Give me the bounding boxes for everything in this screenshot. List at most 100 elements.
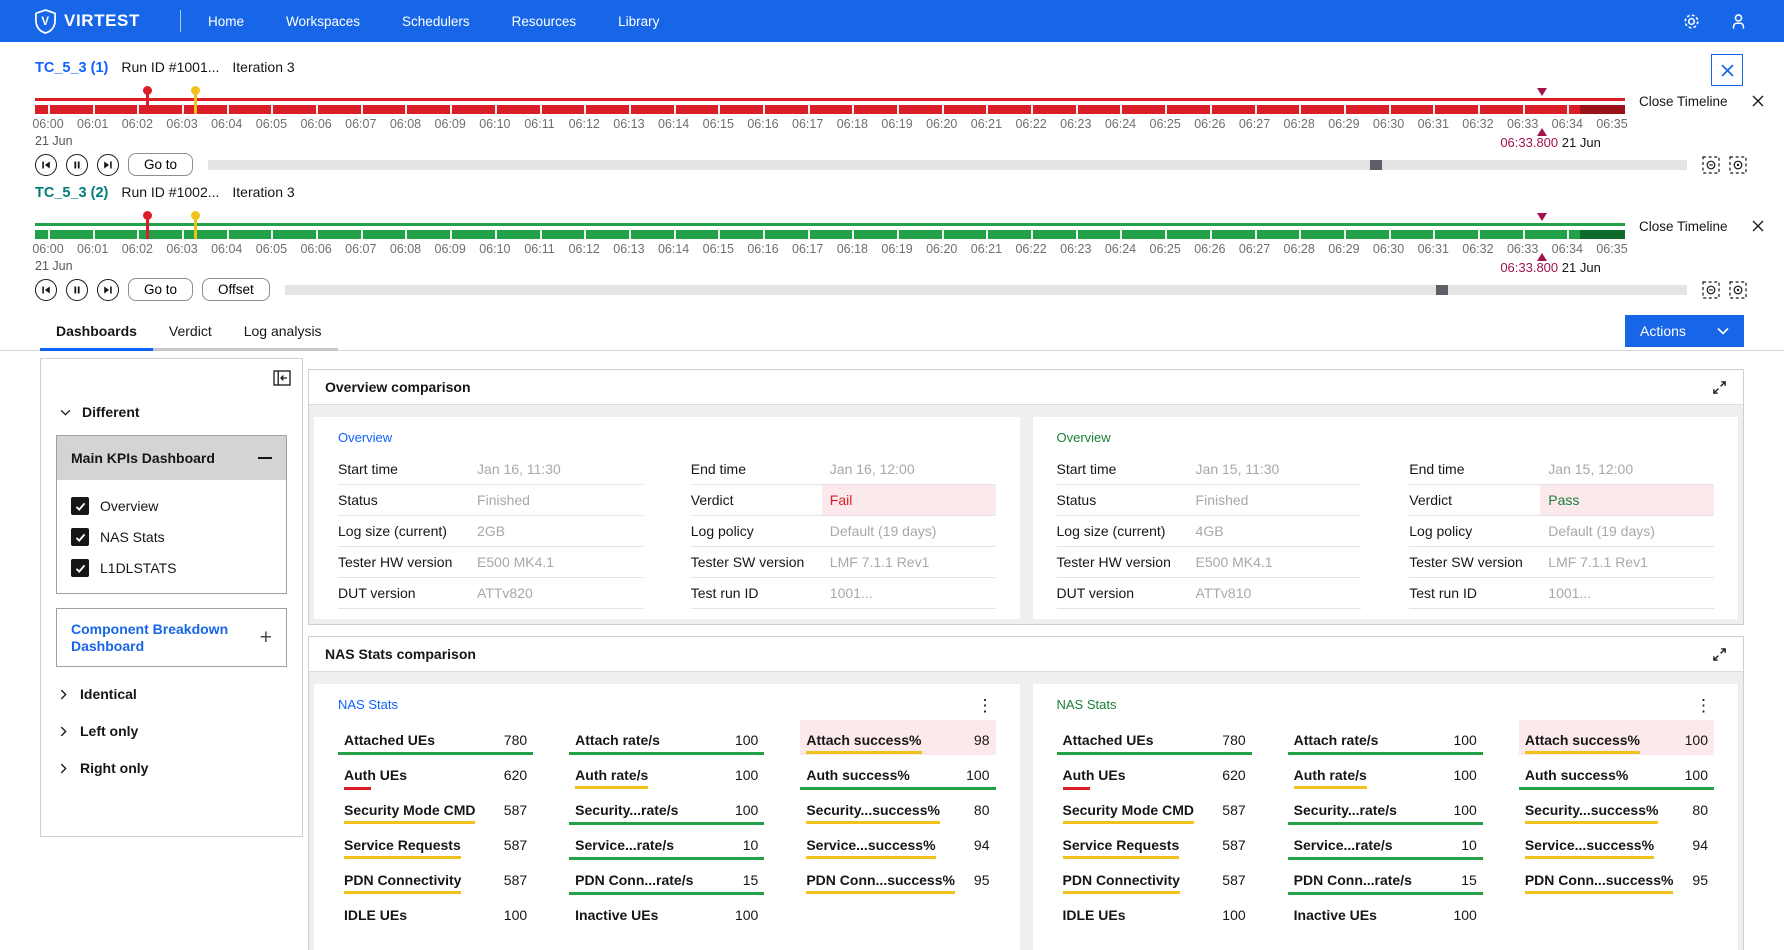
kpi-cell-attach-success: Attach success%98 (800, 720, 995, 755)
zoom-out-selection-icon-2[interactable] (1702, 281, 1720, 299)
nav-item-home[interactable]: Home (208, 14, 244, 29)
offset-button[interactable]: Offset (202, 278, 270, 301)
close-comparison-button[interactable] (1711, 54, 1743, 86)
user-avatar-icon[interactable] (1729, 12, 1748, 31)
field-label-start-time: Start time (1057, 454, 1188, 484)
testcase-title-2[interactable]: TC_5_3 (2) (35, 185, 108, 201)
minute-tick (1299, 105, 1301, 114)
kpi-name: Auth success% (1525, 767, 1628, 783)
tab-log-analysis[interactable]: Log analysis (228, 314, 338, 351)
kpi-value: 15 (743, 872, 759, 888)
nav-item-schedulers[interactable]: Schedulers (402, 14, 470, 29)
settings-gear-icon[interactable] (1682, 12, 1701, 31)
nav-item-resources[interactable]: Resources (512, 14, 577, 29)
kpi-name: PDN Conn...success% (1525, 872, 1674, 894)
skip-to-start-button-2[interactable] (35, 279, 57, 301)
nas-left-grid: Attached UEs780Attach rate/s100Attach su… (338, 720, 996, 930)
expand-plus-icon[interactable]: + (260, 626, 272, 650)
brand-logo[interactable]: V VIRTEST (34, 9, 140, 34)
kpi-name: Inactive UEs (575, 907, 658, 923)
tab-dashboards[interactable]: Dashboards (40, 314, 153, 351)
tick-label: 06:31 (1418, 117, 1449, 131)
overview-field-row: DUT versionATTv810 (1057, 578, 1362, 609)
timeline-2-date: 21 Jun (35, 259, 73, 273)
minute-tick (405, 230, 407, 239)
yellow-bookmark-pin[interactable] (194, 213, 197, 239)
goto-button-2[interactable]: Go to (128, 278, 193, 301)
tick-label: 06:24 (1105, 117, 1136, 131)
nav-item-library[interactable]: Library (618, 14, 659, 29)
minute-tick (1076, 105, 1078, 114)
goto-button-1[interactable]: Go to (128, 153, 193, 176)
main-kpis-dashboard-header[interactable]: Main KPIs Dashboard (57, 436, 286, 480)
nav-item-workspaces[interactable]: Workspaces (286, 14, 360, 29)
overview-card-left-title[interactable]: Overview (338, 430, 996, 445)
red-bookmark-pin[interactable] (146, 213, 149, 239)
field-value-log-size-current: 2GB (469, 516, 643, 546)
timeline-2-scrollbar[interactable] (285, 285, 1687, 295)
minute-tick (495, 105, 497, 114)
kpi-name: Attached UEs (344, 732, 435, 748)
kpi-value: 100 (504, 907, 527, 923)
close-timeline-label-2[interactable]: Close Timeline (1639, 219, 1728, 234)
section-identical[interactable]: Identical (56, 675, 287, 712)
close-timeline-label-1[interactable]: Close Timeline (1639, 94, 1728, 109)
component-breakdown-dashboard-card[interactable]: Component Breakdown Dashboard + (56, 608, 287, 667)
red-bookmark-pin[interactable] (146, 88, 149, 114)
zoom-reset-selection-icon-2[interactable] (1729, 281, 1747, 299)
collapse-minus-icon[interactable] (258, 457, 272, 459)
overview-comparison-header: Overview comparison (309, 370, 1743, 404)
minute-tick (674, 105, 676, 114)
pause-button-1[interactable] (66, 154, 88, 176)
overflow-menu-icon[interactable]: ⋮ (1693, 697, 1714, 714)
yellow-bookmark-pin[interactable] (194, 88, 197, 114)
timeline-1-bar[interactable] (35, 88, 1625, 114)
overview-card-right-title[interactable]: Overview (1057, 430, 1715, 445)
skip-to-start-button-1[interactable] (35, 154, 57, 176)
minute-tick (316, 105, 318, 114)
skip-to-end-button-1[interactable] (97, 154, 119, 176)
kpi-cell-empty (1519, 895, 1714, 930)
zoom-out-selection-icon-1[interactable] (1702, 156, 1720, 174)
timeline-2-bar[interactable] (35, 213, 1625, 239)
overflow-menu-icon[interactable]: ⋮ (975, 697, 996, 714)
overview-left-col-a: Start timeJan 16, 11:30StatusFinishedLog… (338, 454, 643, 609)
minute-tick (271, 105, 273, 114)
zoom-reset-selection-icon-1[interactable] (1729, 156, 1747, 174)
timeline-1-scrollbar-thumb[interactable] (1370, 160, 1382, 170)
tick-label: 06:19 (881, 242, 912, 256)
minute-tick (1567, 230, 1569, 239)
maximize-icon[interactable] (1712, 647, 1727, 662)
actions-button[interactable]: Actions (1625, 315, 1744, 347)
section-right-only[interactable]: Right only (56, 749, 287, 786)
maximize-icon[interactable] (1712, 380, 1727, 395)
close-timeline-x-icon-2[interactable] (1752, 220, 1764, 232)
skip-to-end-button-2[interactable] (97, 279, 119, 301)
section-different[interactable]: Different (60, 404, 287, 420)
nas-stats-right-title[interactable]: NAS Stats (1057, 697, 1117, 712)
nas-stats-comparison-title: NAS Stats comparison (325, 646, 476, 662)
checkbox-checked-icon[interactable] (71, 497, 89, 515)
kpi-name: Service...rate/s (1294, 837, 1393, 853)
checkbox-checked-icon[interactable] (71, 528, 89, 546)
kpi-value: 620 (1222, 767, 1245, 783)
testcase-title-1[interactable]: TC_5_3 (1) (35, 60, 108, 76)
main-kpis-dashboard-card: Main KPIs Dashboard OverviewNAS StatsL1D… (56, 435, 287, 594)
tab-verdict[interactable]: Verdict (153, 314, 228, 351)
timeline-1-scrollbar[interactable] (208, 160, 1687, 170)
tick-label: 06:09 (435, 117, 466, 131)
kpi-cell-security-mode-cmd: Security Mode CMD587 (338, 790, 533, 825)
timeline-2-scrollbar-thumb[interactable] (1436, 285, 1448, 295)
timeline-2-date-row: 21 Jun 06:33.800 21 Jun (35, 258, 1675, 275)
close-timeline-x-icon-1[interactable] (1752, 95, 1764, 107)
field-value-tester-hw-version: E500 MK4.1 (1188, 547, 1362, 577)
kpi-value: 10 (1461, 837, 1477, 853)
checkbox-checked-icon[interactable] (71, 559, 89, 577)
field-label-dut-version: DUT version (1057, 578, 1188, 608)
section-left-only[interactable]: Left only (56, 712, 287, 749)
nas-stats-left-title[interactable]: NAS Stats (338, 697, 398, 712)
timeline-2-close: Close Timeline (1639, 219, 1764, 234)
kpi-cell-attach-rate-s: Attach rate/s100 (569, 720, 764, 755)
pause-button-2[interactable] (66, 279, 88, 301)
collapse-panel-icon[interactable] (273, 370, 291, 386)
